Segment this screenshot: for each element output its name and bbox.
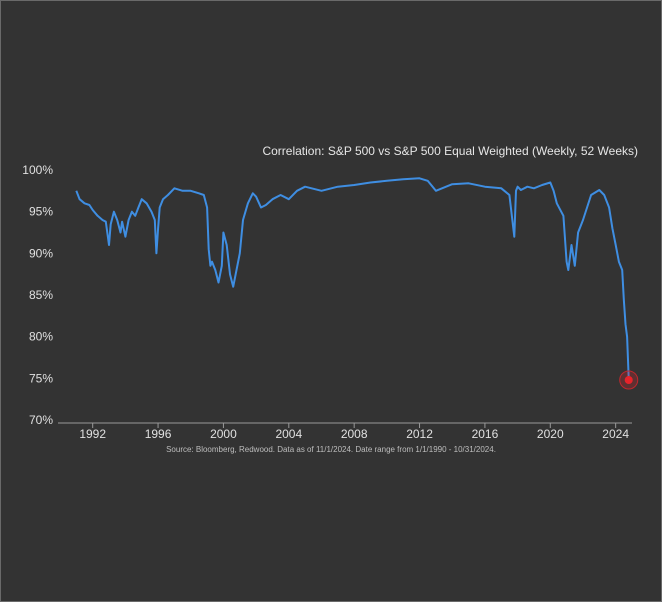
source-note: Source: Bloomberg, Redwood. Data as of 1… xyxy=(166,445,496,454)
y-tick-label: 90% xyxy=(29,246,53,260)
chart-title: Correlation: S&P 500 vs S&P 500 Equal We… xyxy=(262,144,638,158)
x-tick-label: 2008 xyxy=(341,427,368,441)
highlight-point xyxy=(624,376,633,384)
series-line xyxy=(75,177,630,379)
y-tick-label: 70% xyxy=(29,413,53,427)
x-tick-label: 2000 xyxy=(210,427,237,441)
x-tick-label: 2016 xyxy=(472,427,499,441)
x-tick-label: 2020 xyxy=(537,427,564,441)
y-tick-label: 75% xyxy=(29,371,53,385)
x-tick-label: 2004 xyxy=(275,427,302,441)
x-axis: 1992 1996 2000 2004 2008 2012 2016 2020 2024 xyxy=(58,422,632,441)
x-tick-label: 1996 xyxy=(145,427,172,441)
y-tick-label: 85% xyxy=(29,288,53,302)
y-tick-label: 95% xyxy=(29,205,53,219)
x-tick-label: 1992 xyxy=(79,427,106,441)
y-tick-label: 100% xyxy=(22,163,53,177)
y-axis: 70% 75% 80% 85% 90% 95% 100% xyxy=(22,163,53,427)
y-tick-label: 80% xyxy=(29,330,53,344)
x-tick-label: 2024 xyxy=(602,427,629,441)
x-tick-label: 2012 xyxy=(406,427,433,441)
